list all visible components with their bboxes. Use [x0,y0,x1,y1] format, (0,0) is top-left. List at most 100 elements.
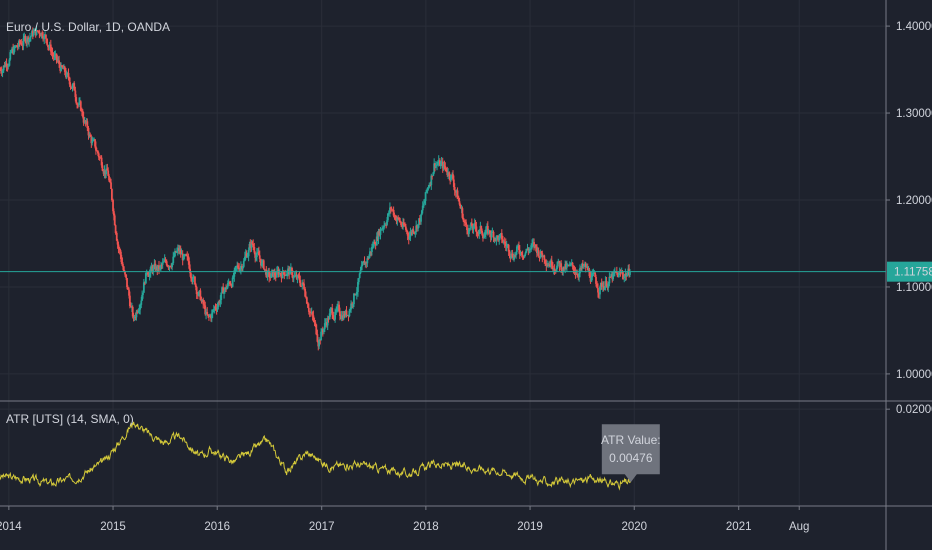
candle[interactable] [393,212,396,220]
candle[interactable] [569,262,572,267]
candle[interactable] [65,70,68,80]
candle[interactable] [594,271,597,278]
candle[interactable] [152,264,155,276]
candle[interactable] [525,248,528,254]
candle[interactable] [301,279,304,290]
candle[interactable] [192,274,195,279]
candle[interactable] [465,219,468,226]
candle[interactable] [434,163,436,172]
candle[interactable] [9,49,12,61]
candle[interactable] [61,64,63,68]
candle[interactable] [23,32,26,42]
candle[interactable] [220,292,223,305]
candle[interactable] [179,245,182,258]
candle[interactable] [520,251,523,258]
candle[interactable] [456,187,459,200]
candle[interactable] [174,248,176,258]
candle[interactable] [254,251,257,263]
candle[interactable] [121,257,124,267]
candle[interactable] [56,55,59,63]
candle[interactable] [434,161,437,169]
candle[interactable] [519,250,522,257]
candle[interactable] [273,268,276,280]
candle[interactable] [60,62,62,72]
candle[interactable] [531,239,533,250]
candle[interactable] [86,118,89,132]
candle[interactable] [253,243,256,255]
time-axis[interactable]: 2014 2015 2016 2017 2018 2019 2020 2021 Aug [0,506,809,533]
candle[interactable] [340,310,343,322]
candle[interactable] [343,311,346,318]
candle[interactable] [510,250,513,260]
candle[interactable] [20,39,23,46]
candle[interactable] [305,296,308,305]
candle[interactable] [563,266,565,272]
candle[interactable] [77,103,79,109]
candle[interactable] [371,243,373,256]
candle[interactable] [327,316,330,323]
candle[interactable] [141,290,144,302]
candle[interactable] [475,221,478,237]
candle[interactable] [629,269,631,278]
candle[interactable] [126,285,129,290]
candle[interactable] [182,254,185,261]
candle[interactable] [553,264,556,275]
candle[interactable] [470,218,473,227]
candle[interactable] [425,189,428,194]
candle[interactable] [366,255,369,268]
candle[interactable] [529,248,531,254]
candle[interactable] [360,260,363,271]
candle[interactable] [90,134,93,148]
candle[interactable] [106,163,109,171]
candle[interactable] [73,81,76,91]
candle[interactable] [626,271,629,277]
candle[interactable] [597,283,599,298]
candle[interactable] [537,247,540,258]
candle[interactable] [16,42,19,51]
candle[interactable] [591,269,594,281]
candle[interactable] [404,222,406,228]
candle[interactable] [409,227,412,242]
candle[interactable] [579,264,581,278]
candle[interactable] [527,247,530,256]
candle[interactable] [133,314,136,322]
candle[interactable] [95,141,97,155]
candle[interactable] [321,326,324,337]
candle[interactable] [574,267,577,279]
candle[interactable] [511,249,514,258]
candle[interactable] [379,227,382,240]
candle[interactable] [97,152,100,161]
candle[interactable] [120,251,123,265]
candle[interactable] [444,162,447,172]
candle[interactable] [422,199,425,208]
candle[interactable] [585,263,588,268]
candle[interactable] [500,229,503,244]
candle[interactable] [207,314,209,318]
candle[interactable] [303,279,305,291]
candle[interactable] [262,259,265,270]
candle[interactable] [459,203,462,209]
candle[interactable] [95,147,98,152]
candle[interactable] [406,230,409,241]
candle[interactable] [521,250,524,260]
candle[interactable] [192,274,194,285]
candle[interactable] [183,253,186,259]
candle[interactable] [595,274,597,287]
candle[interactable] [607,281,610,293]
candle[interactable] [457,195,460,202]
candle[interactable] [167,264,170,271]
candle[interactable] [79,100,82,112]
candle[interactable] [300,285,303,287]
candle[interactable] [199,288,202,301]
candle[interactable] [54,50,57,61]
candle[interactable] [307,301,309,309]
candle[interactable] [308,310,311,318]
candle[interactable] [389,202,391,217]
candle[interactable] [605,276,608,288]
candle[interactable] [387,210,390,216]
candle[interactable] [1,68,4,78]
candle[interactable] [572,265,575,274]
candle[interactable] [17,39,20,50]
candle[interactable] [397,215,400,220]
candle[interactable] [4,60,7,68]
